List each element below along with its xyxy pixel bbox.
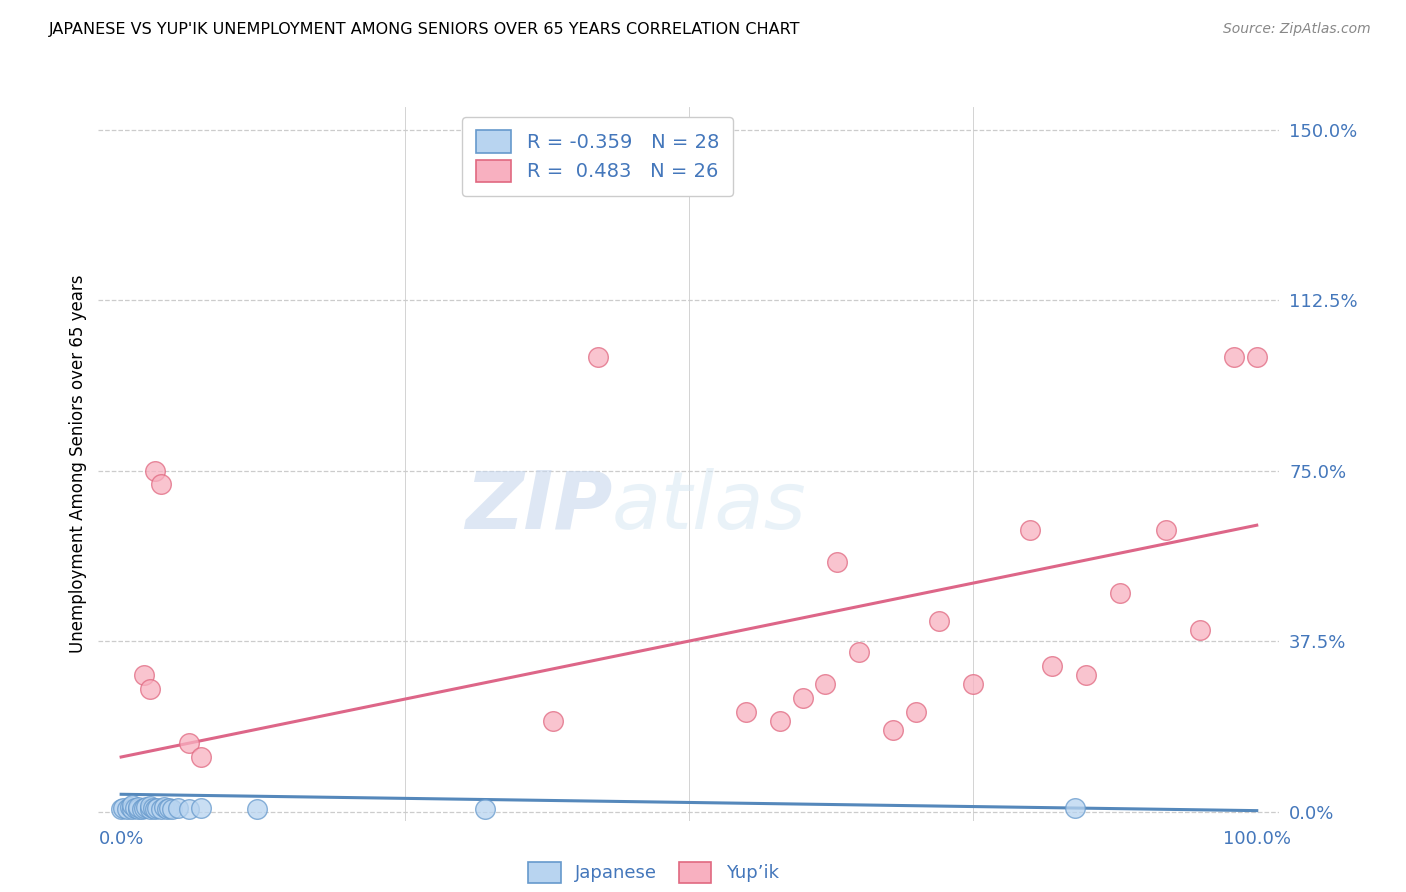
Point (138, 799, 160, 814)
Point (157, 801, 180, 815)
Point (120, 800, 142, 814)
Point (1109, 586, 1132, 600)
Text: Source: ZipAtlas.com: Source: ZipAtlas.com (1223, 22, 1371, 37)
Point (127, 800, 149, 814)
Point (179, 736, 201, 750)
Point (1040, 659, 1063, 673)
Point (882, 723, 904, 737)
Point (1018, 523, 1040, 537)
Point (132, 668, 155, 682)
Point (124, 801, 146, 815)
Point (1188, 623, 1211, 637)
Point (143, 802, 166, 816)
Point (1223, 350, 1246, 364)
Point (131, 802, 153, 816)
Point (1064, 801, 1087, 815)
Point (167, 801, 190, 815)
Text: atlas: atlas (612, 467, 807, 546)
Point (586, 350, 609, 364)
Point (146, 801, 169, 815)
Point (246, 802, 269, 816)
Point (115, 802, 138, 816)
Point (121, 802, 143, 816)
Point (474, 802, 496, 816)
Point (153, 800, 176, 814)
Point (155, 802, 177, 816)
Point (149, 477, 172, 491)
Point (541, 714, 564, 728)
Point (162, 802, 183, 816)
Point (132, 801, 155, 815)
Point (1076, 668, 1098, 682)
Point (848, 645, 870, 659)
Point (179, 802, 201, 816)
Point (734, 705, 756, 719)
Point (138, 681, 160, 696)
Text: JAPANESE VS YUP'IK UNEMPLOYMENT AMONG SENIORS OVER 65 YEARS CORRELATION CHART: JAPANESE VS YUP'IK UNEMPLOYMENT AMONG SE… (49, 22, 800, 37)
Point (127, 802, 149, 816)
Point (190, 750, 212, 764)
Point (962, 677, 984, 691)
Point (769, 714, 792, 728)
Point (121, 797, 143, 812)
Point (149, 802, 172, 816)
Point (112, 801, 135, 815)
Legend: Japanese, Yup’ik: Japanese, Yup’ik (522, 855, 786, 890)
Point (1246, 350, 1268, 364)
Point (814, 677, 837, 691)
Point (928, 614, 950, 628)
Point (110, 802, 132, 816)
Y-axis label: Unemployment Among Seniors over 65 years: Unemployment Among Seniors over 65 years (69, 275, 87, 653)
Point (905, 705, 928, 719)
Point (792, 690, 814, 705)
Point (190, 801, 212, 815)
Point (825, 555, 848, 569)
Point (135, 800, 157, 814)
Text: ZIP: ZIP (465, 467, 612, 546)
Point (143, 464, 166, 478)
Point (142, 801, 165, 815)
Point (1154, 523, 1177, 537)
Point (138, 802, 160, 816)
